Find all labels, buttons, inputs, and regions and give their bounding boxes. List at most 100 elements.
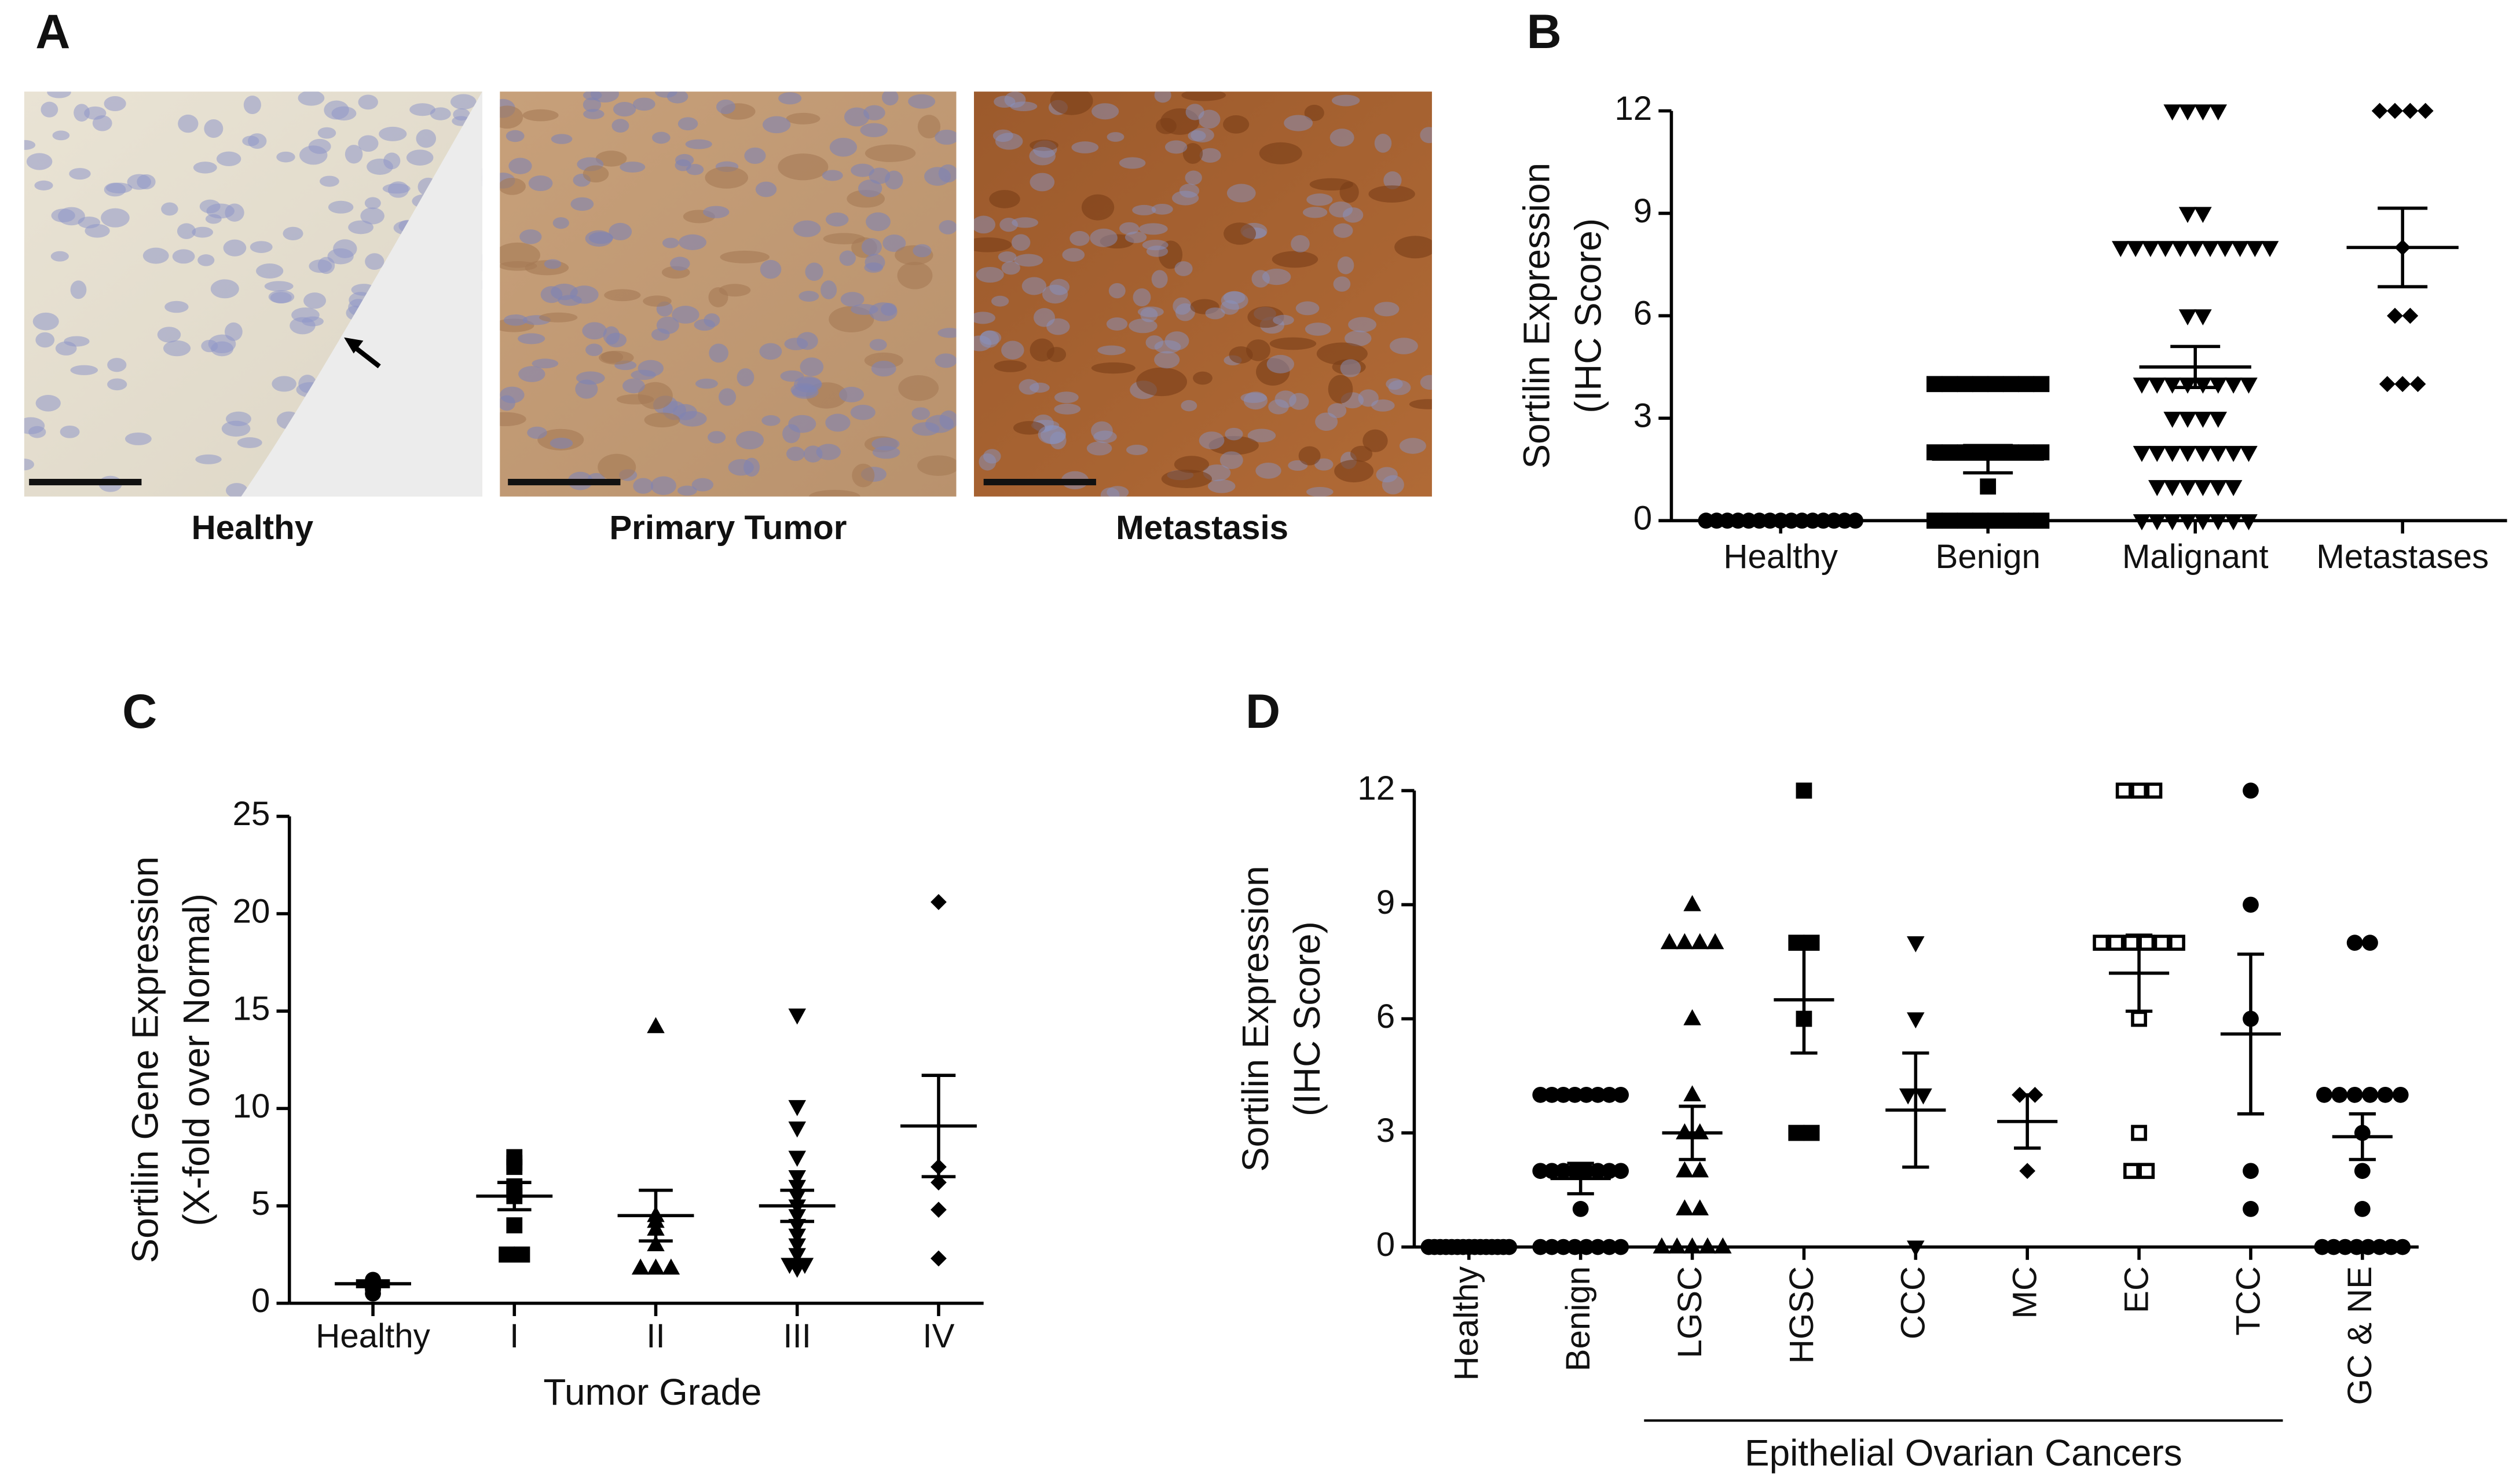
nucleus [650,476,676,495]
dot [1544,1086,1560,1103]
nucleus [70,280,87,299]
nucleus [1091,103,1119,120]
nucleus [822,170,843,181]
dot [2178,480,2197,496]
cell-texture [500,91,957,497]
y-tick-label: 12 [1614,90,1652,127]
nucleus [303,292,327,309]
nucleus [606,332,627,347]
nucleus [157,327,181,343]
stroma [500,178,526,195]
dot [788,1248,806,1265]
stroma [1334,459,1374,483]
nucleus [205,214,222,224]
dot [2178,514,2197,530]
nucleus [250,241,273,253]
nucleus [1126,444,1148,455]
sem-bar [2125,933,2153,1013]
nucleus [825,212,849,227]
dot [2362,1086,2378,1103]
nucleus [1090,228,1118,247]
nucleus [1305,323,1331,336]
dot [647,1235,665,1251]
nucleus [268,290,295,303]
background-region [241,91,482,497]
dot [1907,1012,1925,1029]
stroma [583,165,609,183]
dot [2178,446,2197,462]
stroma [865,144,916,162]
dot [2148,480,2166,496]
dot [2337,1239,2353,1255]
nucleus [127,174,152,190]
nucleus [762,116,791,134]
dot [1803,935,1820,951]
nucleus [838,387,865,402]
dot [2392,1086,2409,1103]
nucleus [840,292,865,307]
dot [2209,104,2228,121]
nucleus [716,99,735,114]
stroma [643,295,672,307]
nucleus [272,376,296,392]
y-tick-label: 9 [1376,884,1395,921]
dot [1613,1239,1629,1255]
stroma [1174,456,1210,473]
caption: Healthy [192,509,314,547]
nucleus [718,388,737,406]
dot [2409,376,2426,393]
caption: Primary Tumor [609,509,847,547]
nucleus [302,316,324,327]
dot [1907,936,1925,953]
nucleus [74,104,90,122]
stroma [595,151,627,167]
nucleus [871,360,896,377]
dot [1972,512,1988,529]
stroma [809,490,860,497]
stroma [1161,469,1213,489]
dot [2033,512,2050,529]
sem-bar [356,1279,390,1288]
stroma [1304,104,1324,122]
sem-bar [2237,953,2265,1116]
dot [1653,1237,1671,1254]
dot [1676,1199,1694,1216]
dot [2240,378,2258,394]
stroma [1182,142,1203,164]
stroma [604,289,641,302]
stroma [1409,399,1432,409]
x-tick-label: TCC [2229,1266,2267,1336]
nucleus [1268,399,1289,415]
dot [2209,446,2228,462]
dot [931,893,947,910]
nucleus [256,263,284,279]
nucleus [1337,256,1354,274]
nucleus [1107,486,1129,497]
dot [2163,412,2181,428]
dot [2171,241,2189,258]
dot [2362,935,2378,951]
nucleus [430,107,451,120]
nucleus [1107,132,1125,142]
nucleus [1133,288,1151,307]
nucleus [679,234,706,250]
stroma [1081,194,1115,221]
nucleus [631,369,656,380]
nucleus [243,96,261,115]
dot [788,1100,806,1116]
nucleus [552,217,569,229]
dot [1578,1239,1595,1255]
x-tick-label: Healthy [1448,1266,1485,1380]
nucleus [1383,171,1402,189]
sem-bar [1679,1104,1706,1162]
dot [1683,1009,1701,1025]
dot [2261,241,2279,258]
nucleus [47,91,71,98]
nucleus [1291,235,1310,252]
y-tick-label: 5 [251,1185,270,1222]
y-axis-label: Sortilin Expression [1235,866,1276,1172]
nucleus [685,139,712,149]
dot [2224,446,2243,462]
sem-bar [1790,944,1818,1055]
nucleus [1243,391,1268,410]
